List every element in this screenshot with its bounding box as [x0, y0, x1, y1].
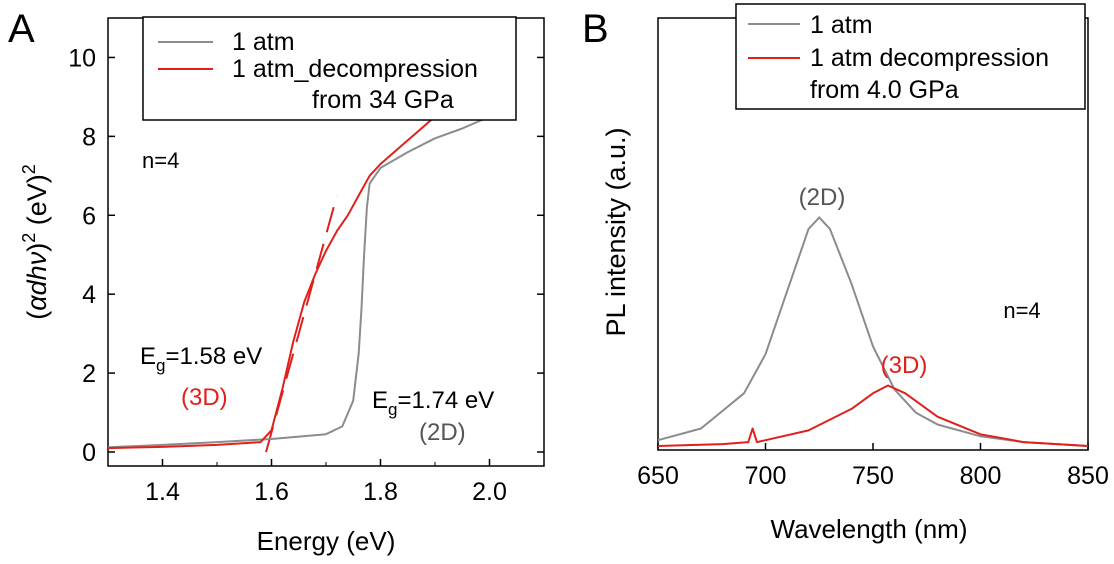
legend-a-label-1: 1 atm	[232, 28, 295, 56]
eg-3d-value: =1.58 eV	[165, 343, 262, 370]
legend-b-label-2-line2: from 4.0 GPa	[810, 76, 959, 104]
eg-2d-e: E	[372, 387, 388, 414]
legend-b-label-1: 1 atm	[810, 11, 873, 39]
y-tick-label-a-0: 0	[82, 439, 96, 467]
annotation-2d-a: (2D)	[419, 419, 466, 446]
y-tick-label-a-2: 4	[82, 281, 96, 309]
legend-a-label-2: 1 atm_decompression	[232, 55, 478, 83]
x-tick-label-a-0: 1.4	[145, 478, 180, 506]
x-tick-label-a-3: 2.0	[472, 478, 507, 506]
eg-2d-value: =1.74 eV	[397, 387, 494, 414]
eg-2d-sub: g	[388, 400, 397, 419]
y-tick-label-a-3: 6	[82, 202, 96, 230]
annotation-eg-2d: Eg=1.74 eV	[372, 387, 494, 419]
annotation-2d-b: (2D)	[799, 184, 846, 211]
ylabel-dhv: dhν	[22, 251, 52, 295]
x-tick-label-b-4: 850	[1067, 462, 1109, 490]
x-tick-label-b-1: 700	[745, 462, 787, 490]
eg-3d-sub: g	[156, 356, 165, 375]
series-line-a-0	[107, 111, 501, 449]
annotation-eg-3d: Eg=1.58 eV	[140, 343, 262, 375]
panel-a-legend: 1 atm 1 atm_decompression from 34 GPa	[142, 16, 517, 121]
x-tick-label-b-3: 800	[960, 462, 1002, 490]
panel-b-legend: 1 atm 1 atm decompression from 4.0 GPa	[735, 3, 1086, 110]
ylabel-unit: (eV)	[22, 174, 52, 233]
ylabel-close: )	[22, 243, 52, 252]
eg-3d-e: E	[140, 343, 156, 370]
annotation-n4-a: n=4	[142, 148, 179, 173]
y-tick-label-a-5: 10	[68, 44, 96, 72]
panel-b-legend-box	[735, 3, 1086, 110]
panel-a-x-axis-label: Energy (eV)	[257, 526, 396, 556]
panel-b-x-axis-label: Wavelength (nm)	[771, 514, 968, 544]
ylabel-sup1: 2	[19, 233, 39, 243]
series-line-a-1	[107, 103, 452, 450]
panel-a-y-axis-label: (αdhν)2 (eV)2	[19, 164, 52, 320]
panel-b-letter: B	[582, 7, 609, 51]
panel-a-marks: 1.4 1.6 1.8 2.0 0 2 4 6 8 10	[68, 44, 545, 506]
annotation-n4-b: n=4	[1003, 298, 1040, 323]
x-tick-label-a-2: 1.8	[363, 478, 398, 506]
x-tick-label-a-1: 1.6	[254, 478, 289, 506]
panel-b-marks: 650 700 750 800 850	[637, 216, 1109, 490]
x-tick-label-b-0: 650	[637, 462, 679, 490]
series-line-b-0	[657, 216, 1089, 447]
y-tick-label-a-1: 2	[82, 360, 96, 388]
series-line-b-1	[657, 384, 1089, 447]
ylabel-open: (	[22, 311, 52, 320]
ylabel-sup2: 2	[19, 164, 39, 174]
x-tick-label-b-2: 750	[852, 462, 894, 490]
legend-b-label-2: 1 atm decompression	[810, 44, 1049, 72]
panel-b-y-axis-label: PL intensity (a.u.)	[601, 127, 631, 336]
ylabel-alpha: α	[22, 294, 52, 311]
legend-a-label-2-line2: from 34 GPa	[312, 86, 454, 114]
annotation-3d-b: (3D)	[881, 352, 928, 379]
panel-b: B 650 700 750 800 850 PL intensity (a.u.) Wa…	[582, 3, 1109, 544]
annotation-3d-a: (3D)	[181, 384, 228, 411]
y-tick-label-a-4: 8	[82, 123, 96, 151]
panel-a-letter: A	[8, 7, 35, 51]
